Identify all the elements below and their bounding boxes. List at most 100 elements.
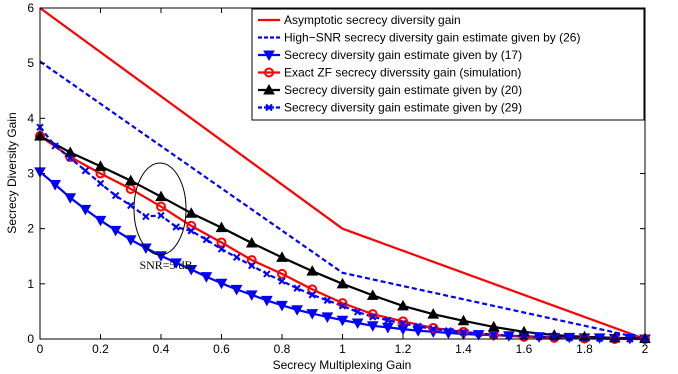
series-5-point [276,251,288,262]
series-6-point [459,328,468,337]
series-3-point [170,258,182,269]
series-6-point [490,330,498,339]
series-line-2 [39,60,646,341]
series-3-point [336,315,349,327]
x-tick-label: 0.2 [92,342,109,356]
series-6-point [232,253,241,262]
legend-label-3: Secrecy diversity gain estimate given by… [284,48,522,62]
x-tick-label: 1 [339,342,346,356]
legend-marker-4 [264,67,274,78]
series-6-point [474,329,483,338]
series-4-point [428,322,439,333]
series-3-point [94,215,107,227]
legend-label-4: Exact ZF secrecy diverssity gain (simula… [284,66,521,80]
y-tick-label: 6 [27,1,34,15]
series-5-point [64,146,77,158]
series-6-point [595,334,604,343]
series-6-point [278,277,286,285]
series-3-point [79,204,92,216]
series-5-point [366,289,379,300]
series-5-point [185,207,198,218]
y-tick-label: 4 [27,111,34,125]
series-6-point [293,284,301,292]
x-tick-label: 1.4 [455,342,472,356]
series-3-point [215,278,228,290]
series-6-point [429,325,437,333]
series-6-point [172,223,180,231]
series-3-point [245,290,258,301]
series-3-point [366,321,379,332]
series-5-point [427,308,440,319]
snr-annotation-label: SNR=5 dB [139,258,192,272]
legend-marker-5 [263,83,275,95]
series-3-point [155,251,167,262]
series-6-point [505,331,513,340]
series-6-point [399,319,407,328]
legend: Asymptotic secrecy diversity gain High−SN… [251,8,645,121]
series-6-point [353,308,362,316]
legend-label-6: Secrecy diversity gain estimate given by… [284,101,522,115]
series-5-point [124,174,137,186]
series-6-point [248,261,256,270]
plot-markers [34,123,651,346]
series-5-point [336,277,349,289]
y-tick-label: 3 [27,167,34,181]
series-6-point [369,313,377,321]
series-5-point [155,190,167,202]
series-6-point [111,191,120,200]
series-5-point [457,314,470,326]
legend-box [251,8,645,121]
series-6-point [308,291,316,299]
x-tick-label: 0.8 [274,342,291,356]
x-tick-label: 1.8 [576,342,593,356]
series-6-point [127,201,135,210]
series-6-point [263,270,271,278]
x-tick-label: 1.2 [395,342,412,356]
y-tick-label: 5 [27,56,34,70]
series-6-point [323,296,332,305]
series-6-point [444,327,453,335]
series-5-point [487,320,500,332]
series-3-point [185,264,198,276]
series-3-point [351,318,364,330]
x-tick-label: 0.4 [153,342,170,356]
legend-label-5: Secrecy diversity gain estimate given by… [284,83,522,97]
series-4-point [216,237,227,248]
series-3-point [261,295,273,307]
series-6-point [414,322,422,331]
y-axis-label: Secrecy Diversity Gain [5,112,19,233]
series-6-point [611,334,619,343]
series-line-6 [39,126,645,341]
x-tick-label: 2 [642,342,649,356]
axis-ticks: 0 0.2 0.4 0.6 0.8 1 1.2 1.4 1.6 1.8 2 0 1 2 3 4 5 6 [27,1,648,356]
series-3-point [200,272,213,283]
y-tick-label: 2 [27,222,34,236]
series-line-1 [39,7,646,341]
x-tick-label: 1.6 [516,342,533,356]
series-3-point [276,300,288,312]
series-4-point [398,316,408,327]
series-6-point [66,154,74,162]
legend-marker-6 [265,103,273,112]
series-6-point [142,212,150,221]
series-6-point [157,211,165,220]
y-tick-label: 1 [27,277,34,291]
series-5-point [215,221,228,233]
series-3-point [49,180,61,191]
series-4-point [246,255,257,266]
series-3-point [291,305,303,316]
legend-label-2: High−SNR secrecy diversity gain estimate… [284,31,580,45]
x-tick-label: 0.6 [213,342,230,356]
x-axis-label: Secrecy Multiplexing Gain [273,358,412,372]
series-5-point [245,236,258,248]
series-5-point [94,160,107,171]
series-3-point [382,322,394,334]
series-6-point [81,167,90,175]
snr-annotation-ellipse [133,162,187,256]
x-tick-label: 0 [37,342,44,356]
series-3-point [321,312,334,323]
series-3-point [124,235,137,246]
series-6-point [565,334,574,342]
series-6-point [202,235,211,244]
